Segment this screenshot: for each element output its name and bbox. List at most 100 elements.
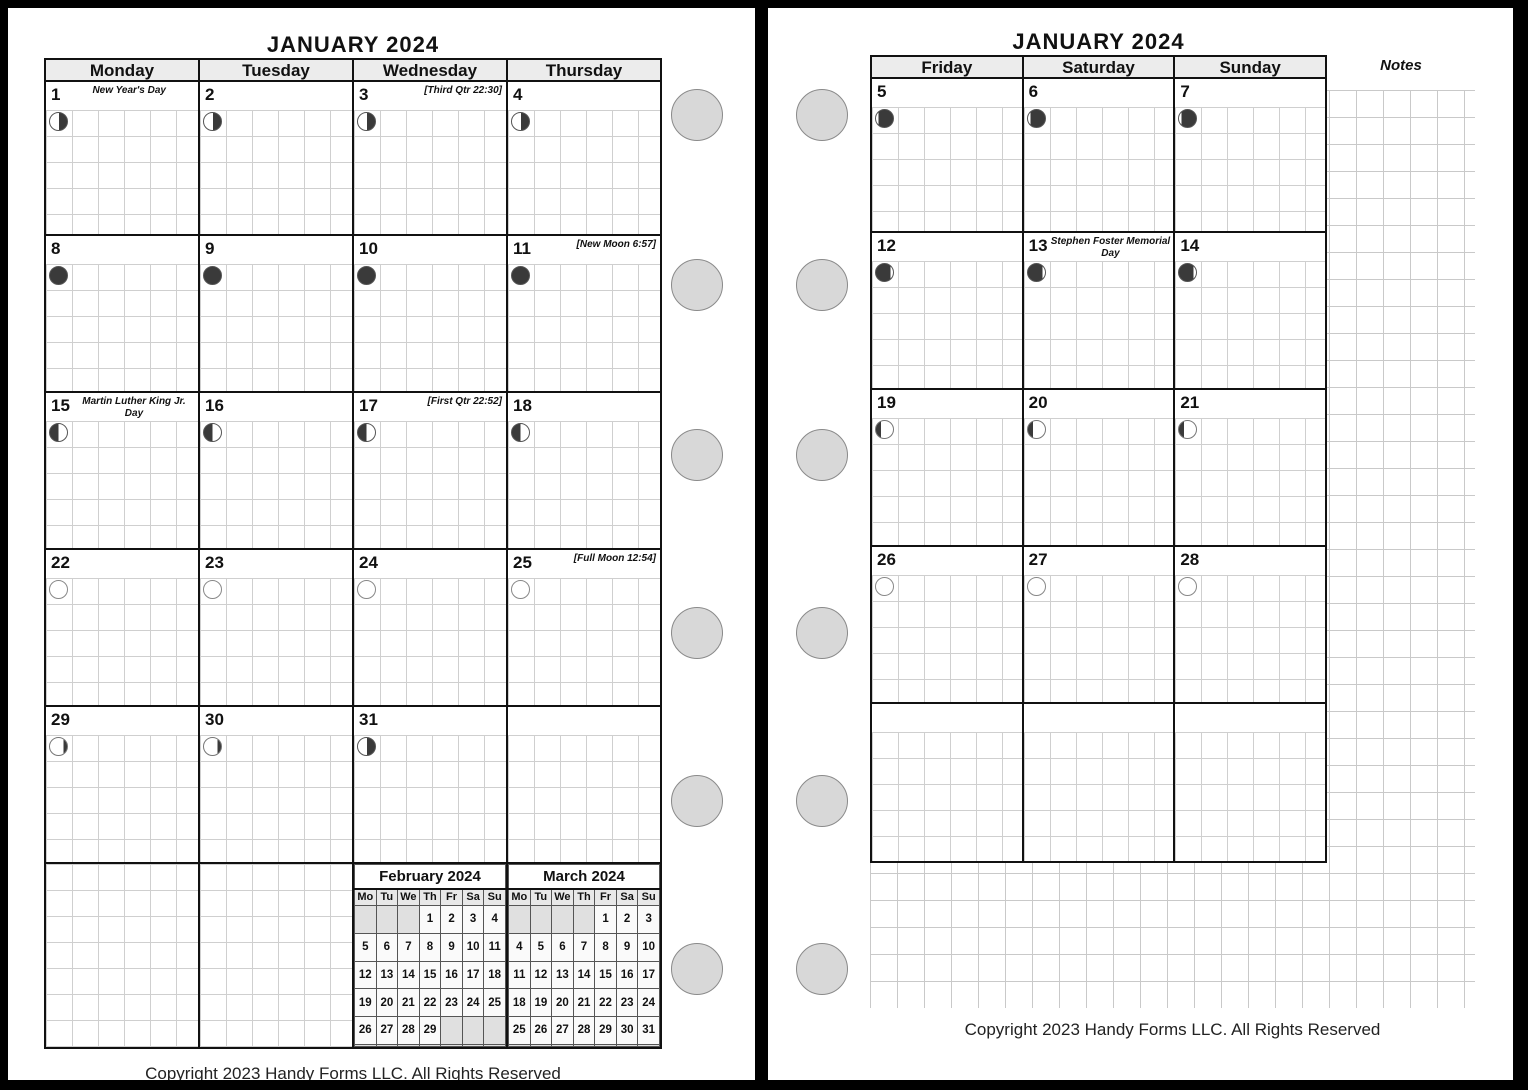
day-grid: [354, 578, 506, 705]
mini-day-cell: 14: [397, 960, 420, 990]
day-number: 12: [877, 236, 896, 255]
day-header-band: 28: [1175, 547, 1326, 575]
day-header-band: 24: [354, 550, 506, 578]
mini-day-cell: 12: [529, 960, 553, 990]
moon-phase-icon: [49, 737, 68, 756]
mini-day-cell: 8: [594, 932, 617, 962]
mini-day-cell: 26: [529, 1016, 553, 1045]
mini-day-cell: 6: [551, 932, 574, 962]
mini-day-cell: 20: [551, 988, 574, 1018]
day-note: [New Moon 6:57]: [576, 239, 656, 250]
day-header-band: 6: [1023, 79, 1174, 107]
mini-day-cell: 12: [354, 960, 377, 990]
day-cell-empty: [508, 707, 660, 862]
moon-phase-icon: [875, 420, 894, 439]
weekday-header: Friday: [872, 57, 1024, 77]
mini-day-cell: [354, 1043, 377, 1048]
mini-day-cell: [529, 1043, 553, 1048]
mini-day-cell: [483, 1016, 506, 1045]
week-row: 29 30 31: [46, 705, 660, 862]
day-cell-2: 2: [200, 82, 354, 234]
day-header-band: 22: [46, 550, 198, 578]
mini-calendar-title-row: March 2024: [508, 864, 660, 890]
mini-calendar-week-row: 11 12 13 14 15 16 17: [508, 960, 660, 990]
day-note: Martin Luther King Jr. Day: [82, 396, 186, 419]
mini-day-header: We: [551, 888, 574, 906]
mini-day-cell: 27: [375, 1016, 399, 1045]
day-grid: [1175, 732, 1326, 861]
week-row: 19 20 21: [872, 388, 1326, 545]
day-header-band: 13 Stephen Foster Memorial Day: [1023, 233, 1174, 261]
week-row: 15 Martin Luther King Jr. Day 16 17 [First Q…: [46, 391, 660, 548]
day-cell-31: 31: [354, 707, 508, 862]
weeks-container: 1 New Year's Day 2 3 [Third Qtr 22:30] 4 8 9 10 1…: [46, 82, 660, 862]
moon-phase-icon: [1178, 109, 1198, 128]
day-number: 8: [51, 239, 61, 258]
day-cell-20: 20: [1023, 390, 1176, 545]
day-header-band: [1023, 704, 1174, 732]
day-number: 25: [513, 553, 532, 572]
day-grid: [200, 578, 352, 705]
mini-day-cell: 22: [418, 988, 442, 1018]
mini-calendar-week-row: 12 13 14 15 16 17 18: [354, 960, 506, 990]
footer-empty-cell: [200, 864, 354, 1047]
mini-day-cell: [508, 1043, 531, 1048]
mini-calendar-header-row: Mo Tu We Th Fr Sa Su: [508, 888, 660, 906]
week-row: 8 9 10 11 [New Moon 6:57]: [46, 234, 660, 391]
day-number: 7: [1180, 82, 1190, 101]
week-row: 22 23 24 25 [Full Moon 12:54]: [46, 548, 660, 705]
day-number: 13: [1028, 236, 1048, 255]
mini-day-cell: 29: [418, 1016, 442, 1045]
mini-day-cell: [551, 1043, 574, 1048]
mini-day-cell: [551, 905, 574, 934]
day-number: 24: [359, 553, 378, 572]
mini-day-cell: 30: [615, 1016, 639, 1045]
mini-calendar-march: March 2024 Mo Tu We Th Fr Sa Su 1 2 3 4 5 6 7 8 9 10 11 12 1…: [508, 864, 660, 1048]
day-cell-26: 26: [872, 547, 1024, 702]
mini-day-cell: 25: [508, 1016, 531, 1045]
mini-day-cell: 13: [375, 960, 399, 990]
moon-phase-icon: [1178, 420, 1198, 439]
mini-day-header: Su: [637, 888, 660, 906]
mini-calendar-title-row: February 2024: [354, 864, 506, 890]
mini-day-cell: 14: [572, 960, 596, 990]
weekday-header: Wednesday: [354, 60, 508, 80]
day-number: [1175, 704, 1180, 707]
day-cell-28: 28: [1175, 547, 1326, 702]
mini-day-header: Fr: [440, 888, 463, 906]
moon-phase-icon: [875, 263, 894, 282]
day-number: 22: [51, 553, 70, 572]
mini-calendar-header-row: Mo Tu We Th Fr Sa Su: [354, 888, 506, 906]
day-cell-15: 15 Martin Luther King Jr. Day: [46, 393, 200, 548]
mini-day-cell: 16: [615, 960, 639, 990]
day-cell-13: 13 Stephen Foster Memorial Day: [1023, 233, 1176, 388]
moon-phase-icon: [511, 112, 530, 131]
moon-phase-icon: [1026, 420, 1046, 439]
moon-phase-icon: [203, 112, 222, 131]
mini-day-cell: [594, 1043, 617, 1048]
mini-day-cell: 6: [375, 932, 399, 962]
day-grid: [872, 732, 1022, 861]
day-number: 28: [1180, 550, 1200, 569]
day-header-band: 31: [354, 707, 506, 735]
day-cell-empty: [1023, 704, 1176, 861]
copyright-left: Copyright 2023 Handy Forms LLC. All Righ…: [145, 1064, 561, 1080]
mini-day-cell: 22: [594, 988, 617, 1018]
day-cell-empty: [872, 704, 1024, 861]
day-number: 29: [51, 710, 70, 729]
day-grid: [354, 421, 506, 548]
weekday-header: Monday: [46, 60, 200, 80]
moon-phase-icon: [203, 266, 222, 285]
binder-hole: [796, 607, 848, 659]
mini-day-cell: 5: [354, 932, 377, 962]
mini-day-cell: 1: [594, 905, 617, 934]
day-note: [Full Moon 12:54]: [573, 553, 656, 564]
day-grid: [508, 110, 660, 234]
day-note: [Third Qtr 22:30]: [424, 85, 502, 96]
mini-day-cell: [440, 1016, 463, 1045]
day-cell-4: 4: [508, 82, 660, 234]
moon-phase-icon: [357, 112, 376, 131]
mini-day-cell: 29: [594, 1016, 617, 1045]
